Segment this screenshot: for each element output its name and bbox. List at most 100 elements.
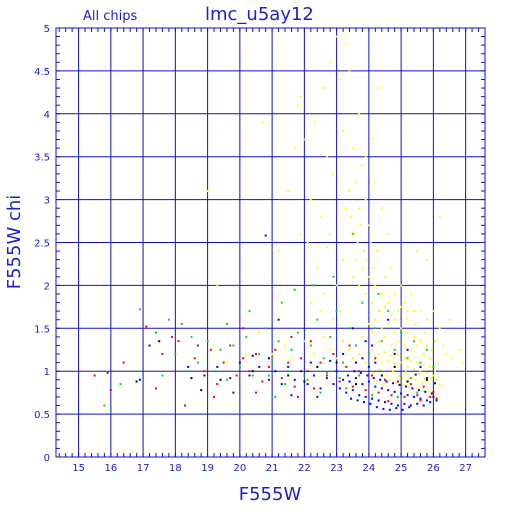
data-point <box>171 335 174 338</box>
data-point <box>358 370 361 373</box>
data-point <box>384 275 386 278</box>
data-point <box>387 232 390 235</box>
data-point <box>427 380 430 383</box>
data-point <box>309 361 312 364</box>
data-point <box>387 318 390 321</box>
data-point <box>435 392 438 395</box>
data-point <box>380 387 383 390</box>
data-point <box>203 374 206 377</box>
data-point <box>313 387 315 390</box>
data-point <box>348 69 351 72</box>
data-point <box>406 394 409 397</box>
data-point <box>380 374 383 377</box>
data-point <box>196 344 199 347</box>
data-point <box>396 310 399 313</box>
y-axis-title: F555W chi <box>4 195 25 290</box>
data-point <box>248 370 251 373</box>
data-point <box>369 241 372 244</box>
data-point <box>226 378 228 381</box>
data-point <box>409 404 412 407</box>
data-point <box>384 335 386 338</box>
data-point <box>371 344 374 347</box>
data-point <box>409 293 412 295</box>
data-point <box>393 293 396 295</box>
data-point <box>361 335 364 338</box>
data-point <box>287 361 290 364</box>
data-point <box>345 387 348 390</box>
data-point <box>416 387 419 390</box>
data-point <box>409 383 412 386</box>
data-point <box>380 207 383 210</box>
data-point <box>438 383 441 386</box>
x-axis-title: F555W <box>239 484 302 505</box>
data-point <box>355 258 357 261</box>
data-point <box>261 380 264 383</box>
data-point <box>345 365 348 368</box>
data-point <box>358 394 361 397</box>
x-tick-label: 16 <box>104 463 117 474</box>
data-point <box>416 394 419 397</box>
data-point <box>316 395 319 398</box>
x-tick-label: 25 <box>395 463 408 474</box>
data-point <box>251 354 254 357</box>
data-point <box>380 327 383 330</box>
data-point <box>392 370 395 373</box>
data-point <box>432 390 435 393</box>
data-point <box>350 397 353 400</box>
y-tick-label: 1.5 <box>34 324 50 335</box>
data-point <box>448 318 451 321</box>
data-point <box>351 357 354 360</box>
data-point <box>303 380 306 383</box>
data-point <box>271 353 274 355</box>
data-point <box>332 383 335 386</box>
data-point <box>345 44 348 47</box>
data-point <box>461 361 464 364</box>
data-point <box>434 370 436 373</box>
data-point <box>413 395 415 398</box>
y-tick-labels: 0 0.5 1 1.5 2 2.5 3 3.5 4 4.5 5 <box>34 24 50 464</box>
data-point <box>280 377 283 380</box>
data-point <box>435 378 438 381</box>
data-point <box>135 380 138 383</box>
data-point <box>400 392 403 395</box>
data-point <box>226 361 228 364</box>
series-black <box>135 340 428 386</box>
data-point <box>109 389 112 392</box>
data-point <box>430 377 433 380</box>
data-point <box>358 284 361 287</box>
data-point <box>396 395 399 398</box>
data-point <box>393 348 396 351</box>
data-point <box>367 275 370 278</box>
data-point <box>177 340 180 343</box>
data-point <box>226 323 228 325</box>
data-point <box>425 344 428 347</box>
data-point <box>187 370 190 373</box>
data-point <box>335 284 338 287</box>
data-point <box>359 371 362 374</box>
data-point <box>374 181 377 184</box>
data-point <box>416 250 419 253</box>
data-point <box>371 397 374 400</box>
data-point <box>329 359 332 362</box>
data-point <box>377 87 380 90</box>
data-point <box>400 284 403 287</box>
data-point <box>366 258 369 261</box>
data-point <box>413 368 415 371</box>
data-point <box>374 385 377 388</box>
data-point <box>364 361 367 364</box>
data-point <box>408 380 411 383</box>
data-point <box>290 348 293 351</box>
data-point <box>361 301 364 304</box>
data-point <box>264 234 267 237</box>
data-point <box>313 121 315 124</box>
x-tick-labels: 15 16 17 18 19 20 21 22 23 24 25 26 27 <box>72 463 472 474</box>
data-point <box>424 377 427 380</box>
data-point <box>405 371 407 374</box>
data-point <box>367 323 370 325</box>
data-point <box>356 399 359 402</box>
data-point <box>93 374 96 377</box>
data-point <box>406 380 409 383</box>
data-point <box>342 258 345 261</box>
data-point <box>393 363 396 366</box>
data-point <box>387 389 390 392</box>
